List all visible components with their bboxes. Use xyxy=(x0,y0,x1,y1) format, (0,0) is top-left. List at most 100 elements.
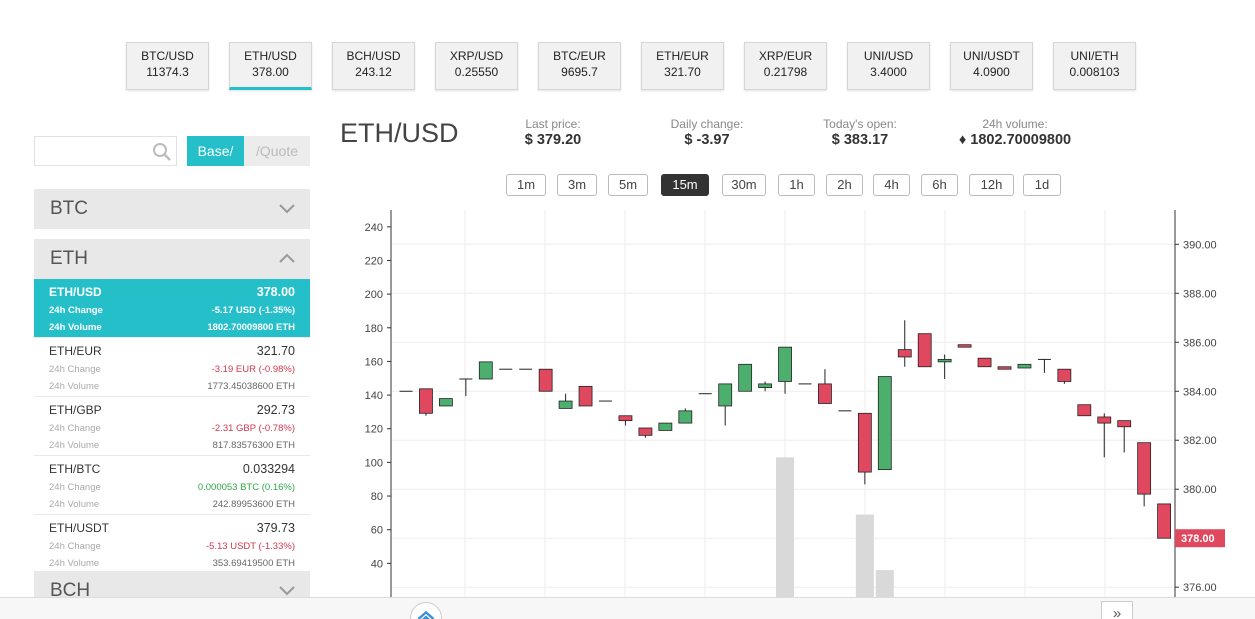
volume-bar xyxy=(776,457,795,597)
market-row-eth-usdt[interactable]: ETH/USDT 379.73 24h Change -5.13 USDT (-1.3… xyxy=(34,515,310,574)
candle-body xyxy=(578,385,593,407)
price-tick-label: 390.00 xyxy=(1183,239,1217,251)
change-label: 24h Change xyxy=(49,482,101,493)
timeframe-1m[interactable]: 1m xyxy=(506,174,546,196)
ticker-tab-uni-usdt[interactable]: UNI/USDT 4.0900 xyxy=(950,42,1033,90)
ticker-pair: BTC/USD xyxy=(141,49,194,63)
candle-body xyxy=(897,349,912,358)
ticker-tab-uni-eth[interactable]: UNI/ETH 0.008103 xyxy=(1053,42,1136,90)
candle-body xyxy=(1137,442,1152,495)
ticker-tab-xrp-eur[interactable]: XRP/EUR 0.21798 xyxy=(744,42,827,90)
timeframe-2h[interactable]: 2h xyxy=(826,174,863,196)
candle-body xyxy=(478,361,493,380)
open-label: Today's open: xyxy=(823,117,897,131)
ticker-value: 243.12 xyxy=(355,65,392,79)
ticker-tab-bch-usd[interactable]: BCH/USD 243.12 xyxy=(332,42,415,90)
candle-body xyxy=(718,383,733,407)
market-pair: ETH/BTC xyxy=(49,462,101,476)
market-row-eth-eur[interactable]: ETH/EUR 321.70 24h Change -3.19 EUR (-0.98%… xyxy=(34,338,310,397)
volume-tick-label: 240 xyxy=(365,222,383,234)
timeframe-12h[interactable]: 12h xyxy=(969,174,1014,196)
timeframe-3m[interactable]: 3m xyxy=(557,174,597,196)
change-label: 24h Change xyxy=(49,305,103,316)
candle-body xyxy=(1077,404,1092,417)
candle-body xyxy=(638,427,653,436)
volume-label: 24h Volume xyxy=(49,322,102,333)
market-pair: ETH/USDT xyxy=(49,521,109,535)
expand-button[interactable]: » xyxy=(1101,601,1133,619)
market-row-eth-usd[interactable]: ETH/USD 378.00 24h Change -5.17 USD (-1.35%… xyxy=(34,279,310,338)
market-search xyxy=(34,136,177,166)
market-pair: ETH/USD xyxy=(49,285,102,299)
stat-open: Today's open: $ 383.17 xyxy=(815,117,905,149)
volume-label: 24h volume: xyxy=(982,117,1048,131)
timeframe-15m[interactable]: 15m xyxy=(661,174,709,196)
ticker-tab-xrp-usd[interactable]: XRP/USD 0.25550 xyxy=(435,42,518,90)
candle-body xyxy=(439,398,453,407)
market-volume: 1773.45038600 ETH xyxy=(207,381,295,392)
search-icon[interactable] xyxy=(152,142,172,162)
market-price: 292.73 xyxy=(256,403,295,417)
volume-tick-label: 100 xyxy=(365,457,383,469)
market-row-eth-gbp[interactable]: ETH/GBP 292.73 24h Change -2.31 GBP (-0.78%… xyxy=(34,397,310,456)
market-change: 0.000053 BTC (0.16%) xyxy=(197,482,295,493)
candle-body xyxy=(877,376,892,471)
candle-body xyxy=(997,366,1012,370)
candle-body xyxy=(618,415,633,422)
ticker-tab-btc-eur[interactable]: BTC/EUR 9695.7 xyxy=(538,42,621,90)
bottom-bar xyxy=(0,597,1255,619)
candlestick-chart[interactable]: 40 60 80 100 120 140 160 180 200 220 240 376.00 378.… xyxy=(355,210,1255,597)
ticker-pair: UNI/USDT xyxy=(963,49,1020,63)
group-label-btc: BTC xyxy=(50,198,88,219)
group-header-btc[interactable]: BTC xyxy=(34,189,310,229)
volume-tick-label: 160 xyxy=(365,356,383,368)
timeframe-4h[interactable]: 4h xyxy=(873,174,910,196)
market-row-eth-btc[interactable]: ETH/BTC 0.033294 24h Change 0.000053 BTC (0… xyxy=(34,456,310,515)
ticker-pair: XRP/EUR xyxy=(758,49,813,63)
candle-body xyxy=(818,383,832,404)
last-price-marker xyxy=(1175,529,1225,548)
candle-body xyxy=(678,410,693,424)
timeframe-1d[interactable]: 1d xyxy=(1023,174,1061,196)
ticker-pair: UNI/USD xyxy=(863,49,914,63)
price-tick-label: 386.00 xyxy=(1183,337,1217,349)
timeframe-6h[interactable]: 6h xyxy=(921,174,958,196)
volume-tick-label: 220 xyxy=(365,255,383,267)
ticker-tab-uni-usd[interactable]: UNI/USD 3.4000 xyxy=(847,42,930,90)
candle-body xyxy=(1117,420,1132,428)
price-tick-label: 388.00 xyxy=(1183,288,1217,300)
ticker-tab-eth-usd[interactable]: ETH/USD 378.00 xyxy=(229,42,312,90)
daily-change-label: Daily change: xyxy=(670,117,744,131)
candle-body xyxy=(1057,368,1072,382)
volume-tick-label: 180 xyxy=(365,323,383,335)
base-toggle-button[interactable]: Base/ xyxy=(187,136,244,166)
open-value: $ 383.17 xyxy=(831,132,889,148)
timeframe-5m[interactable]: 5m xyxy=(608,174,648,196)
chevron-up-icon xyxy=(279,253,295,263)
candle-body xyxy=(977,357,992,368)
ticker-value: 321.70 xyxy=(664,65,701,79)
timeframe-30m[interactable]: 30m xyxy=(722,174,766,196)
timeframe-1h[interactable]: 1h xyxy=(778,174,815,196)
last-price-label: Last price: xyxy=(525,117,581,131)
ticker-value: 0.25550 xyxy=(454,65,499,79)
volume-label: 24h Volume xyxy=(49,558,100,569)
ticker-tab-eth-eur[interactable]: ETH/EUR 321.70 xyxy=(641,42,724,90)
volume-bar xyxy=(875,570,894,597)
market-search-input[interactable] xyxy=(35,137,145,165)
candle-body xyxy=(658,422,673,431)
candle-body xyxy=(1157,503,1171,539)
daily-change-value: $ -3.97 xyxy=(684,132,730,148)
price-tick-label: 382.00 xyxy=(1183,435,1217,447)
candle-body xyxy=(937,359,952,363)
group-header-eth[interactable]: ETH xyxy=(34,239,310,279)
candle-body xyxy=(538,368,553,392)
volume-tick-label: 200 xyxy=(365,289,383,301)
quote-toggle-button[interactable]: /Quote xyxy=(244,136,310,166)
volume-tick-label: 120 xyxy=(365,424,383,436)
market-change: -2.31 GBP (-0.78%) xyxy=(211,423,295,434)
ticker-pair: BCH/USD xyxy=(346,49,401,63)
market-change: -5.17 USD (-1.35%) xyxy=(211,305,295,316)
ticker-value: 378.00 xyxy=(252,65,289,79)
ticker-tab-btc-usd[interactable]: BTC/USD 11374.3 xyxy=(126,42,209,90)
